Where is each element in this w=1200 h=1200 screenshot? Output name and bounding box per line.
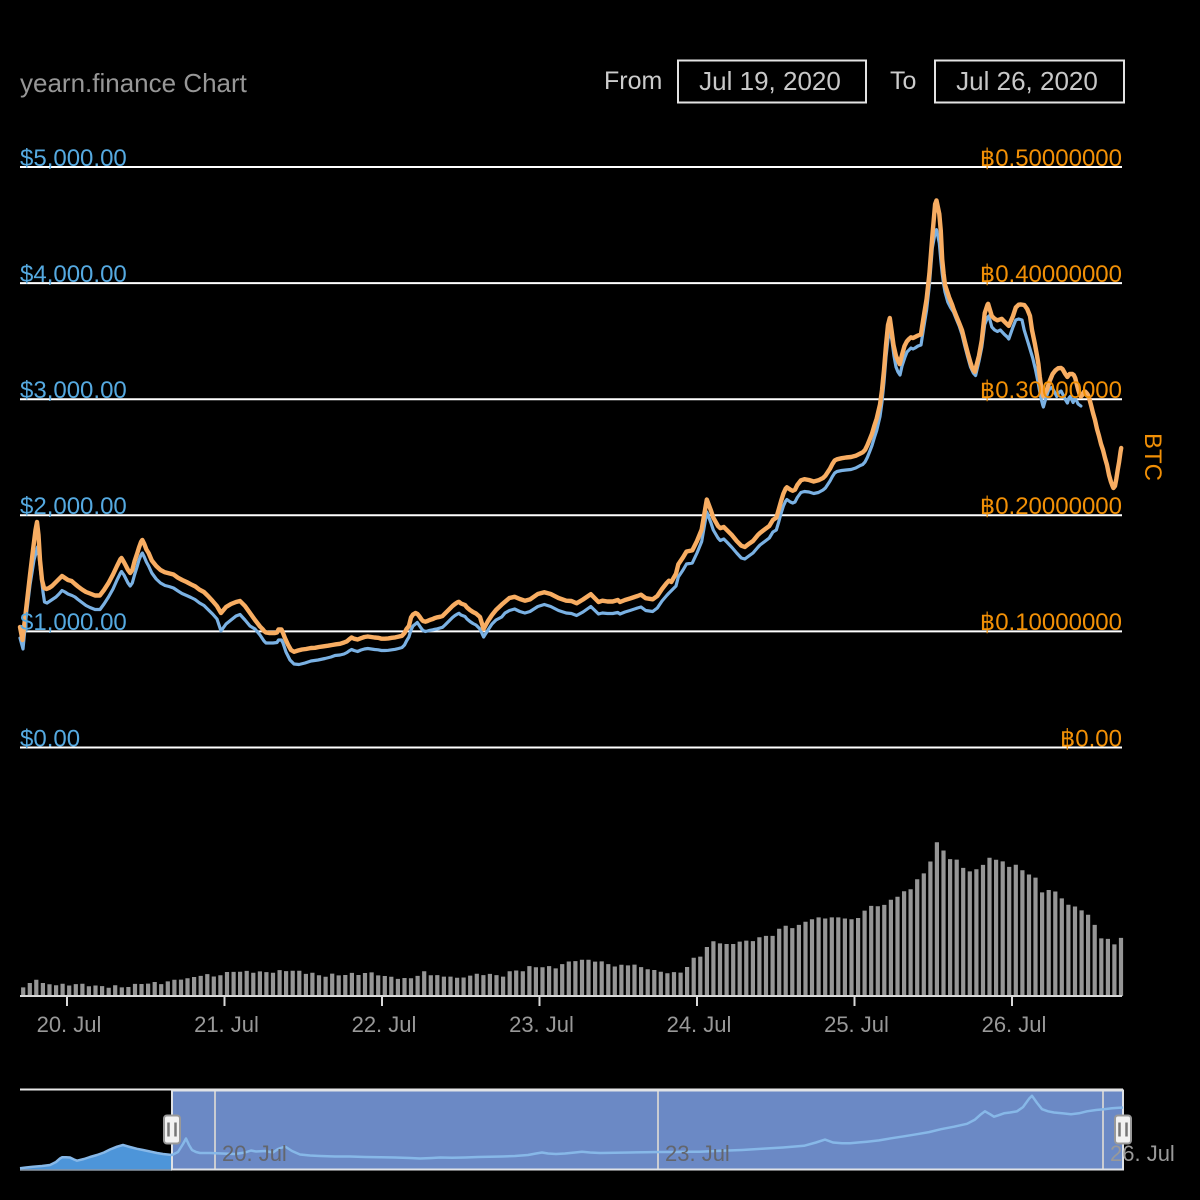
svg-text:Jul 26, 2020: Jul 26, 2020 [956, 66, 1098, 96]
svg-text:฿0.40000000: ฿0.40000000 [980, 261, 1122, 288]
svg-text:22. Jul: 22. Jul [352, 1012, 417, 1037]
svg-text:$3,000.00: $3,000.00 [20, 377, 127, 404]
svg-text:฿0.50000000: ฿0.50000000 [980, 145, 1122, 172]
svg-text:24. Jul: 24. Jul [667, 1012, 732, 1037]
svg-text:$5,000.00: $5,000.00 [20, 145, 127, 172]
svg-text:฿0.10000000: ฿0.10000000 [980, 609, 1122, 636]
svg-text:฿0.20000000: ฿0.20000000 [980, 493, 1122, 520]
svg-text:20. Jul: 20. Jul [222, 1141, 287, 1166]
svg-text:yearn.finance Chart: yearn.finance Chart [20, 68, 248, 98]
svg-text:From: From [604, 67, 662, 95]
svg-text:฿0.00: ฿0.00 [1060, 725, 1122, 752]
svg-text:21. Jul: 21. Jul [194, 1012, 259, 1037]
svg-text:To: To [890, 67, 916, 95]
svg-text:$1,000.00: $1,000.00 [20, 609, 127, 636]
svg-text:26. Jul: 26. Jul [1110, 1141, 1175, 1166]
svg-text:26. Jul: 26. Jul [982, 1012, 1047, 1037]
svg-text:BTC: BTC [1139, 433, 1166, 481]
svg-text:$2,000.00: $2,000.00 [20, 493, 127, 520]
svg-text:23. Jul: 23. Jul [665, 1141, 730, 1166]
svg-text:23. Jul: 23. Jul [509, 1012, 574, 1037]
svg-text:Jul 19, 2020: Jul 19, 2020 [699, 66, 841, 96]
svg-text:฿0.30000000: ฿0.30000000 [980, 377, 1122, 404]
svg-text:$4,000.00: $4,000.00 [20, 261, 127, 288]
svg-text:25. Jul: 25. Jul [824, 1012, 889, 1037]
svg-text:$0.00: $0.00 [20, 725, 80, 752]
svg-text:20. Jul: 20. Jul [37, 1012, 102, 1037]
